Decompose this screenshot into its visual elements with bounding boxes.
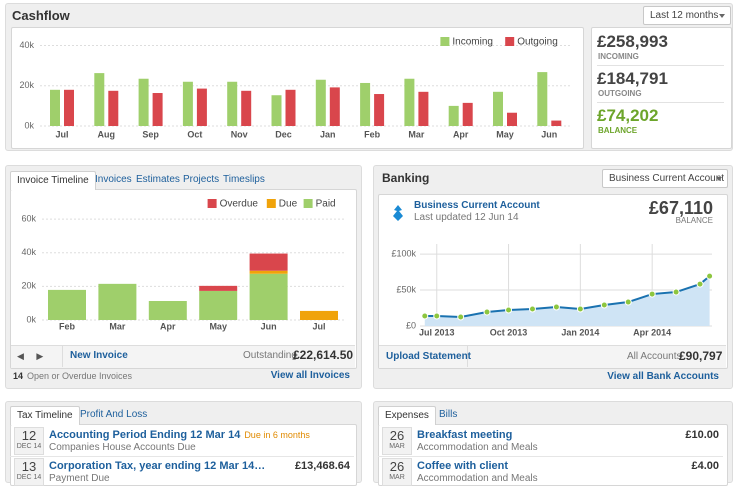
tab[interactable]: Tax Timeline [10, 406, 80, 425]
date-month: DEC 14 [16, 443, 42, 450]
item-sub: Payment Due [49, 473, 110, 484]
divider [597, 102, 724, 103]
item-title[interactable]: Corporation Tax, year ending 12 Mar 14 Du… [49, 460, 275, 472]
period-select[interactable]: Last 12 months [643, 6, 731, 25]
date-month: MAR [389, 443, 405, 450]
date-day: 13 [21, 459, 37, 474]
panel-title: Cashflow [12, 8, 70, 23]
item-title-text[interactable]: Breakfast meeting [417, 429, 513, 441]
divider [379, 346, 468, 367]
item-sub: Companies House Accounts Due [49, 442, 196, 453]
invoice-box [10, 189, 357, 369]
dashboard: Cashflow Last 12 months £258,993 INCOMING… [5, 3, 733, 486]
open-count: 14 [13, 371, 24, 381]
all-accounts-amount: £90,797 [679, 349, 723, 363]
date-day: 26 [389, 428, 405, 443]
cashflow-chart-box [11, 27, 584, 149]
tab[interactable]: Profit And Loss [80, 409, 148, 420]
date-month: DEC 14 [16, 474, 42, 481]
balance: £67,110 [648, 198, 713, 218]
view-all-accounts[interactable]: View all Bank Accounts [607, 371, 719, 382]
item-amount: £10.00 [685, 429, 719, 441]
banking-footer [379, 345, 726, 368]
outstanding-label: Outstanding [243, 350, 297, 361]
bank-logo [393, 205, 403, 221]
tab[interactable]: Projects [183, 174, 220, 185]
summary-amount: £74,202 [597, 106, 659, 125]
new-invoice-button[interactable]: New Invoice [70, 350, 128, 361]
nav-arrows[interactable]: ◀ ▶ [12, 346, 63, 367]
invoice-footer [11, 345, 355, 368]
account-select[interactable]: Business Current Account [602, 169, 728, 188]
tab[interactable]: Expenses [378, 406, 436, 425]
item-amount: £4.00 [691, 460, 719, 472]
summary-label: OUTGOING [598, 89, 642, 98]
outstanding-amount: £22,614.50 [293, 348, 354, 362]
date-day: 12 [21, 428, 37, 443]
item-title[interactable]: Coffee with client [417, 460, 508, 472]
row-divider [378, 456, 723, 457]
item-title[interactable]: Accounting Period Ending 12 Mar 14 Due in… [49, 429, 310, 441]
date-box: 26 MAR [382, 427, 412, 455]
summary-label: BALANCE [598, 126, 638, 135]
tab[interactable]: Invoices [95, 174, 132, 185]
tab[interactable]: Estimates [136, 174, 180, 185]
date-box: 26 MAR [382, 458, 412, 486]
item-title-text[interactable]: Corporation Tax, year ending 12 Mar 14 [49, 460, 255, 472]
balance-label: BALANCE [675, 216, 713, 225]
summary-label: INCOMING [598, 52, 639, 61]
panel-title: Banking [382, 171, 430, 185]
item-sub: Accommodation and Meals [417, 473, 538, 484]
summary-amount: £258,993 [597, 32, 668, 51]
tab[interactable]: Bills [439, 409, 458, 420]
tab[interactable]: Timeslips [223, 174, 265, 185]
view-all-invoices[interactable]: View all Invoices [270, 370, 350, 381]
last-updated: Last updated 12 Jun 14 [414, 212, 519, 223]
row-divider [10, 456, 354, 457]
summary-box [591, 27, 732, 149]
item-title[interactable]: Breakfast meeting [417, 429, 512, 441]
all-accounts-label: All Accounts [627, 351, 682, 362]
date-day: 26 [389, 459, 405, 474]
summary-amount: £184,791 [597, 69, 668, 88]
divider [597, 65, 724, 66]
open-label: Open or Overdue Invoices [27, 371, 133, 381]
item-sub: Accommodation and Meals [417, 442, 538, 453]
tab[interactable]: Invoice Timeline [10, 171, 96, 190]
item-amount: £13,468.64 [294, 460, 350, 472]
date-month: MAR [389, 474, 405, 481]
item-title-text[interactable]: Coffee with client [417, 460, 509, 472]
upload-statement[interactable]: Upload Statement [386, 351, 472, 362]
date-box: 13 DEC 14 [14, 458, 44, 486]
item-title-text[interactable]: Accounting Period Ending 12 Mar 14 [49, 429, 241, 441]
item-status: Due in 6 months [244, 430, 310, 440]
account-name[interactable]: Business Current Account [414, 200, 540, 211]
date-box: 12 DEC 14 [14, 427, 44, 455]
